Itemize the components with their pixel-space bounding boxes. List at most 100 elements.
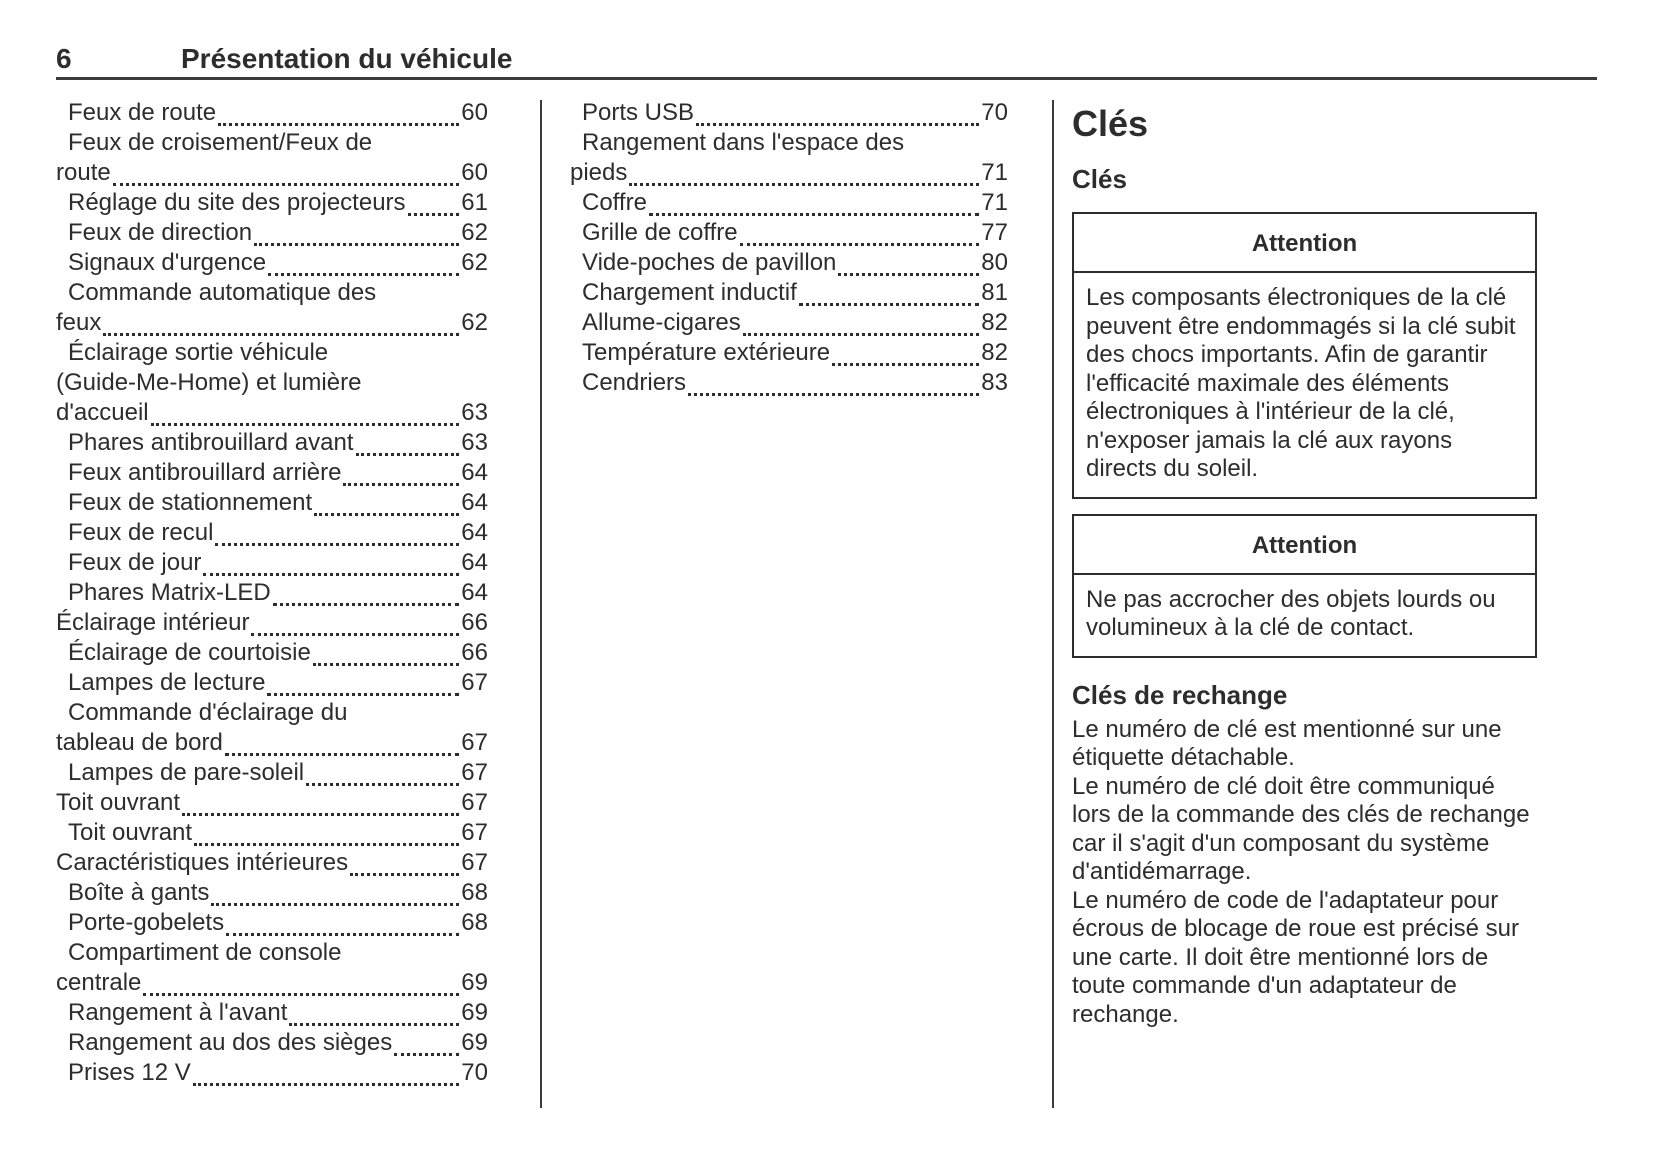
toc-entry-page: 64 (461, 459, 488, 486)
toc-entry-label: Température extérieure (582, 339, 831, 366)
toc-entry-line: Ports USB 70 (570, 98, 1008, 128)
toc-entry-line: Toit ouvrant 67 (56, 788, 488, 818)
header-rule (56, 77, 1597, 80)
toc-entry-label: Éclairage sortie véhicule (68, 339, 329, 366)
toc-entry-label: d'accueil (56, 399, 149, 426)
toc-entry-page: 62 (461, 309, 488, 336)
toc-entry-page: 60 (461, 99, 488, 126)
toc-entry-page: 67 (461, 849, 488, 876)
toc-entry-label: Chargement inductif (582, 279, 797, 306)
toc-entry-page: 67 (461, 759, 488, 786)
caution-text: Les composants électroniques de la clé p… (1086, 284, 1516, 482)
toc-entry-line: Feux de route 60 (56, 98, 488, 128)
toc-entry-label: Feux de jour (68, 549, 202, 576)
toc-entry-page: 66 (461, 609, 488, 636)
toc-entry-page: 67 (461, 669, 488, 696)
toc-entry-line: Caractéristiques intérieures 67 (56, 848, 488, 878)
toc-entry-label: Compartiment de console (68, 939, 342, 966)
toc-entry-line: Éclairage de courtoisie 66 (56, 638, 488, 668)
dotted-leader (832, 338, 980, 366)
toc-entry-page: 67 (461, 819, 488, 846)
toc-entry-page: 62 (461, 219, 488, 246)
dotted-leader (289, 998, 460, 1026)
toc-entry-label: route (56, 159, 111, 186)
toc-entry-label: Caractéristiques intérieures (56, 849, 349, 876)
toc-entry-label: Toit ouvrant (68, 819, 193, 846)
toc-entry-page: 64 (461, 489, 488, 516)
toc-entry-label: feux (56, 309, 102, 336)
dotted-leader (648, 188, 980, 216)
dotted-leader (211, 878, 460, 906)
toc-entry-line: Lampes de lecture 67 (56, 668, 488, 698)
toc-entry-line: Réglage du site des projecteurs 61 (56, 188, 488, 218)
toc-entry-line: Feux de stationnement 64 (56, 488, 488, 518)
toc-entry-page: 70 (981, 99, 1008, 126)
dotted-leader (272, 578, 460, 606)
toc-entry-page: 69 (461, 1029, 488, 1056)
dotted-leader (394, 1028, 460, 1056)
toc-entry-line: Chargement inductif 81 (570, 278, 1008, 308)
dotted-leader (355, 428, 460, 456)
toc-entry-line: Toit ouvrant 67 (56, 818, 488, 848)
toc-entry-label: Coffre (582, 189, 647, 216)
dotted-leader (407, 188, 460, 216)
toc-entry-line: (Guide-Me-Home) et lumière (56, 368, 488, 398)
column-divider-1 (540, 100, 542, 1108)
toc-entry-line: Allume-cigares 82 (570, 308, 1008, 338)
caution-title: Attention (1074, 214, 1535, 273)
page-title: Présentation du véhicule (181, 43, 513, 74)
dotted-leader (267, 668, 460, 696)
toc-entry-page: 68 (461, 909, 488, 936)
toc-entry-label: Commande automatique des (68, 279, 377, 306)
toc-entry-page: 61 (461, 189, 488, 216)
toc-entry-line: Signaux d'urgence 62 (56, 248, 488, 278)
toc-entry-page: 67 (461, 729, 488, 756)
toc-entry-label: Porte-gobelets (68, 909, 225, 936)
dotted-leader (739, 218, 980, 246)
toc-entry-label: Rangement au dos des sièges (68, 1029, 393, 1056)
toc-entry-page: 70 (461, 1059, 488, 1086)
dotted-leader (312, 638, 460, 666)
dotted-leader (143, 968, 460, 996)
toc-entry-label: Cendriers (582, 369, 687, 396)
dotted-leader (215, 518, 460, 546)
toc-entry-line: Grille de coffre 77 (570, 218, 1008, 248)
dotted-leader (798, 278, 980, 306)
toc-entry-line: centrale 69 (56, 968, 488, 998)
toc-entry-label: Éclairage de courtoisie (68, 639, 311, 666)
dotted-leader (194, 818, 460, 846)
toc-entry-page: 82 (981, 309, 1008, 336)
dotted-leader (350, 848, 460, 876)
toc-entry-line: Cendriers 83 (570, 368, 1008, 398)
toc-entry-line: Feux de direction 62 (56, 218, 488, 248)
subsection-title: Clés de rechange (1072, 679, 1288, 710)
toc-entry-line: Rangement dans l'espace des (570, 128, 1008, 158)
toc-entry-label: Lampes de pare-soleil (68, 759, 305, 786)
toc-entry-line: Porte-gobelets 68 (56, 908, 488, 938)
toc-entry-page: 60 (461, 159, 488, 186)
toc-entry-line: Éclairage sortie véhicule (56, 338, 488, 368)
dotted-leader (314, 488, 460, 516)
dotted-leader (224, 728, 460, 756)
toc-entry-line: Phares Matrix-LED 64 (56, 578, 488, 608)
toc-entry-label: Boîte à gants (68, 879, 210, 906)
toc-entry-page: 71 (981, 159, 1008, 186)
toc-entry-page: 64 (461, 579, 488, 606)
page-number: 6 (56, 43, 72, 74)
caution-box: Attention Ne pas accrocher des objets lou… (1072, 513, 1537, 658)
toc-entry-label: Ports USB (582, 99, 695, 126)
toc-entry-label: pieds (570, 159, 628, 186)
toc-entry-label: Feux de direction (68, 219, 253, 246)
toc-entry-line: Éclairage intérieur 66 (56, 608, 488, 638)
toc-entry-line: Boîte à gants 68 (56, 878, 488, 908)
toc-entry-line: feux 62 (56, 308, 488, 338)
paragraph: Le numéro de clé est mentionné sur une é… (1072, 715, 1502, 772)
toc-entry-label: Phares antibrouillard avant (68, 429, 354, 456)
toc-entry-line: Commande d'éclairage du (56, 698, 488, 728)
toc-entry-line: Rangement à l'avant 69 (56, 998, 488, 1028)
toc-entry-page: 67 (461, 789, 488, 816)
dotted-leader (182, 788, 460, 816)
dotted-leader (112, 158, 460, 186)
toc-entry-label: Phares Matrix-LED (68, 579, 271, 606)
dotted-leader (203, 548, 460, 576)
